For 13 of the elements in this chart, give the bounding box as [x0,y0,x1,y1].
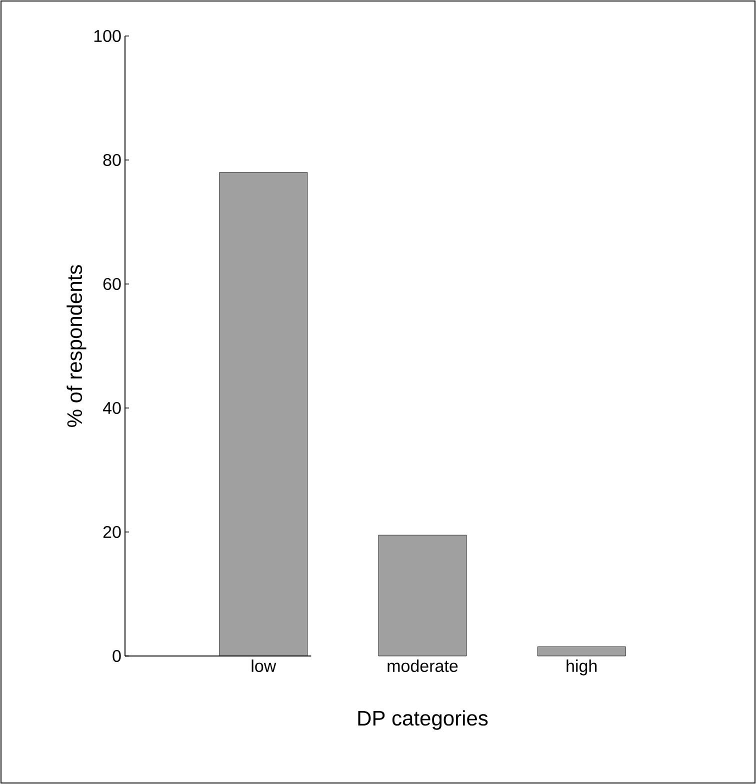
y-tick-label: 0 [112,650,121,662]
x-tick-label: low [252,660,276,672]
x-tick-label: high [566,660,597,676]
y-tick-label: 40 [102,402,121,414]
y-tick-label: 80 [103,154,121,166]
bar [537,646,626,656]
bar [378,534,467,656]
y-tick-label: 60 [103,278,121,290]
y-tick-label: 20 [103,526,121,538]
x-tick-label: moderate [388,660,458,672]
y-axis-title: % of respondents [66,265,86,427]
y-tick-label: 100 [94,30,121,42]
x-axis-title: DP categories [358,710,488,730]
